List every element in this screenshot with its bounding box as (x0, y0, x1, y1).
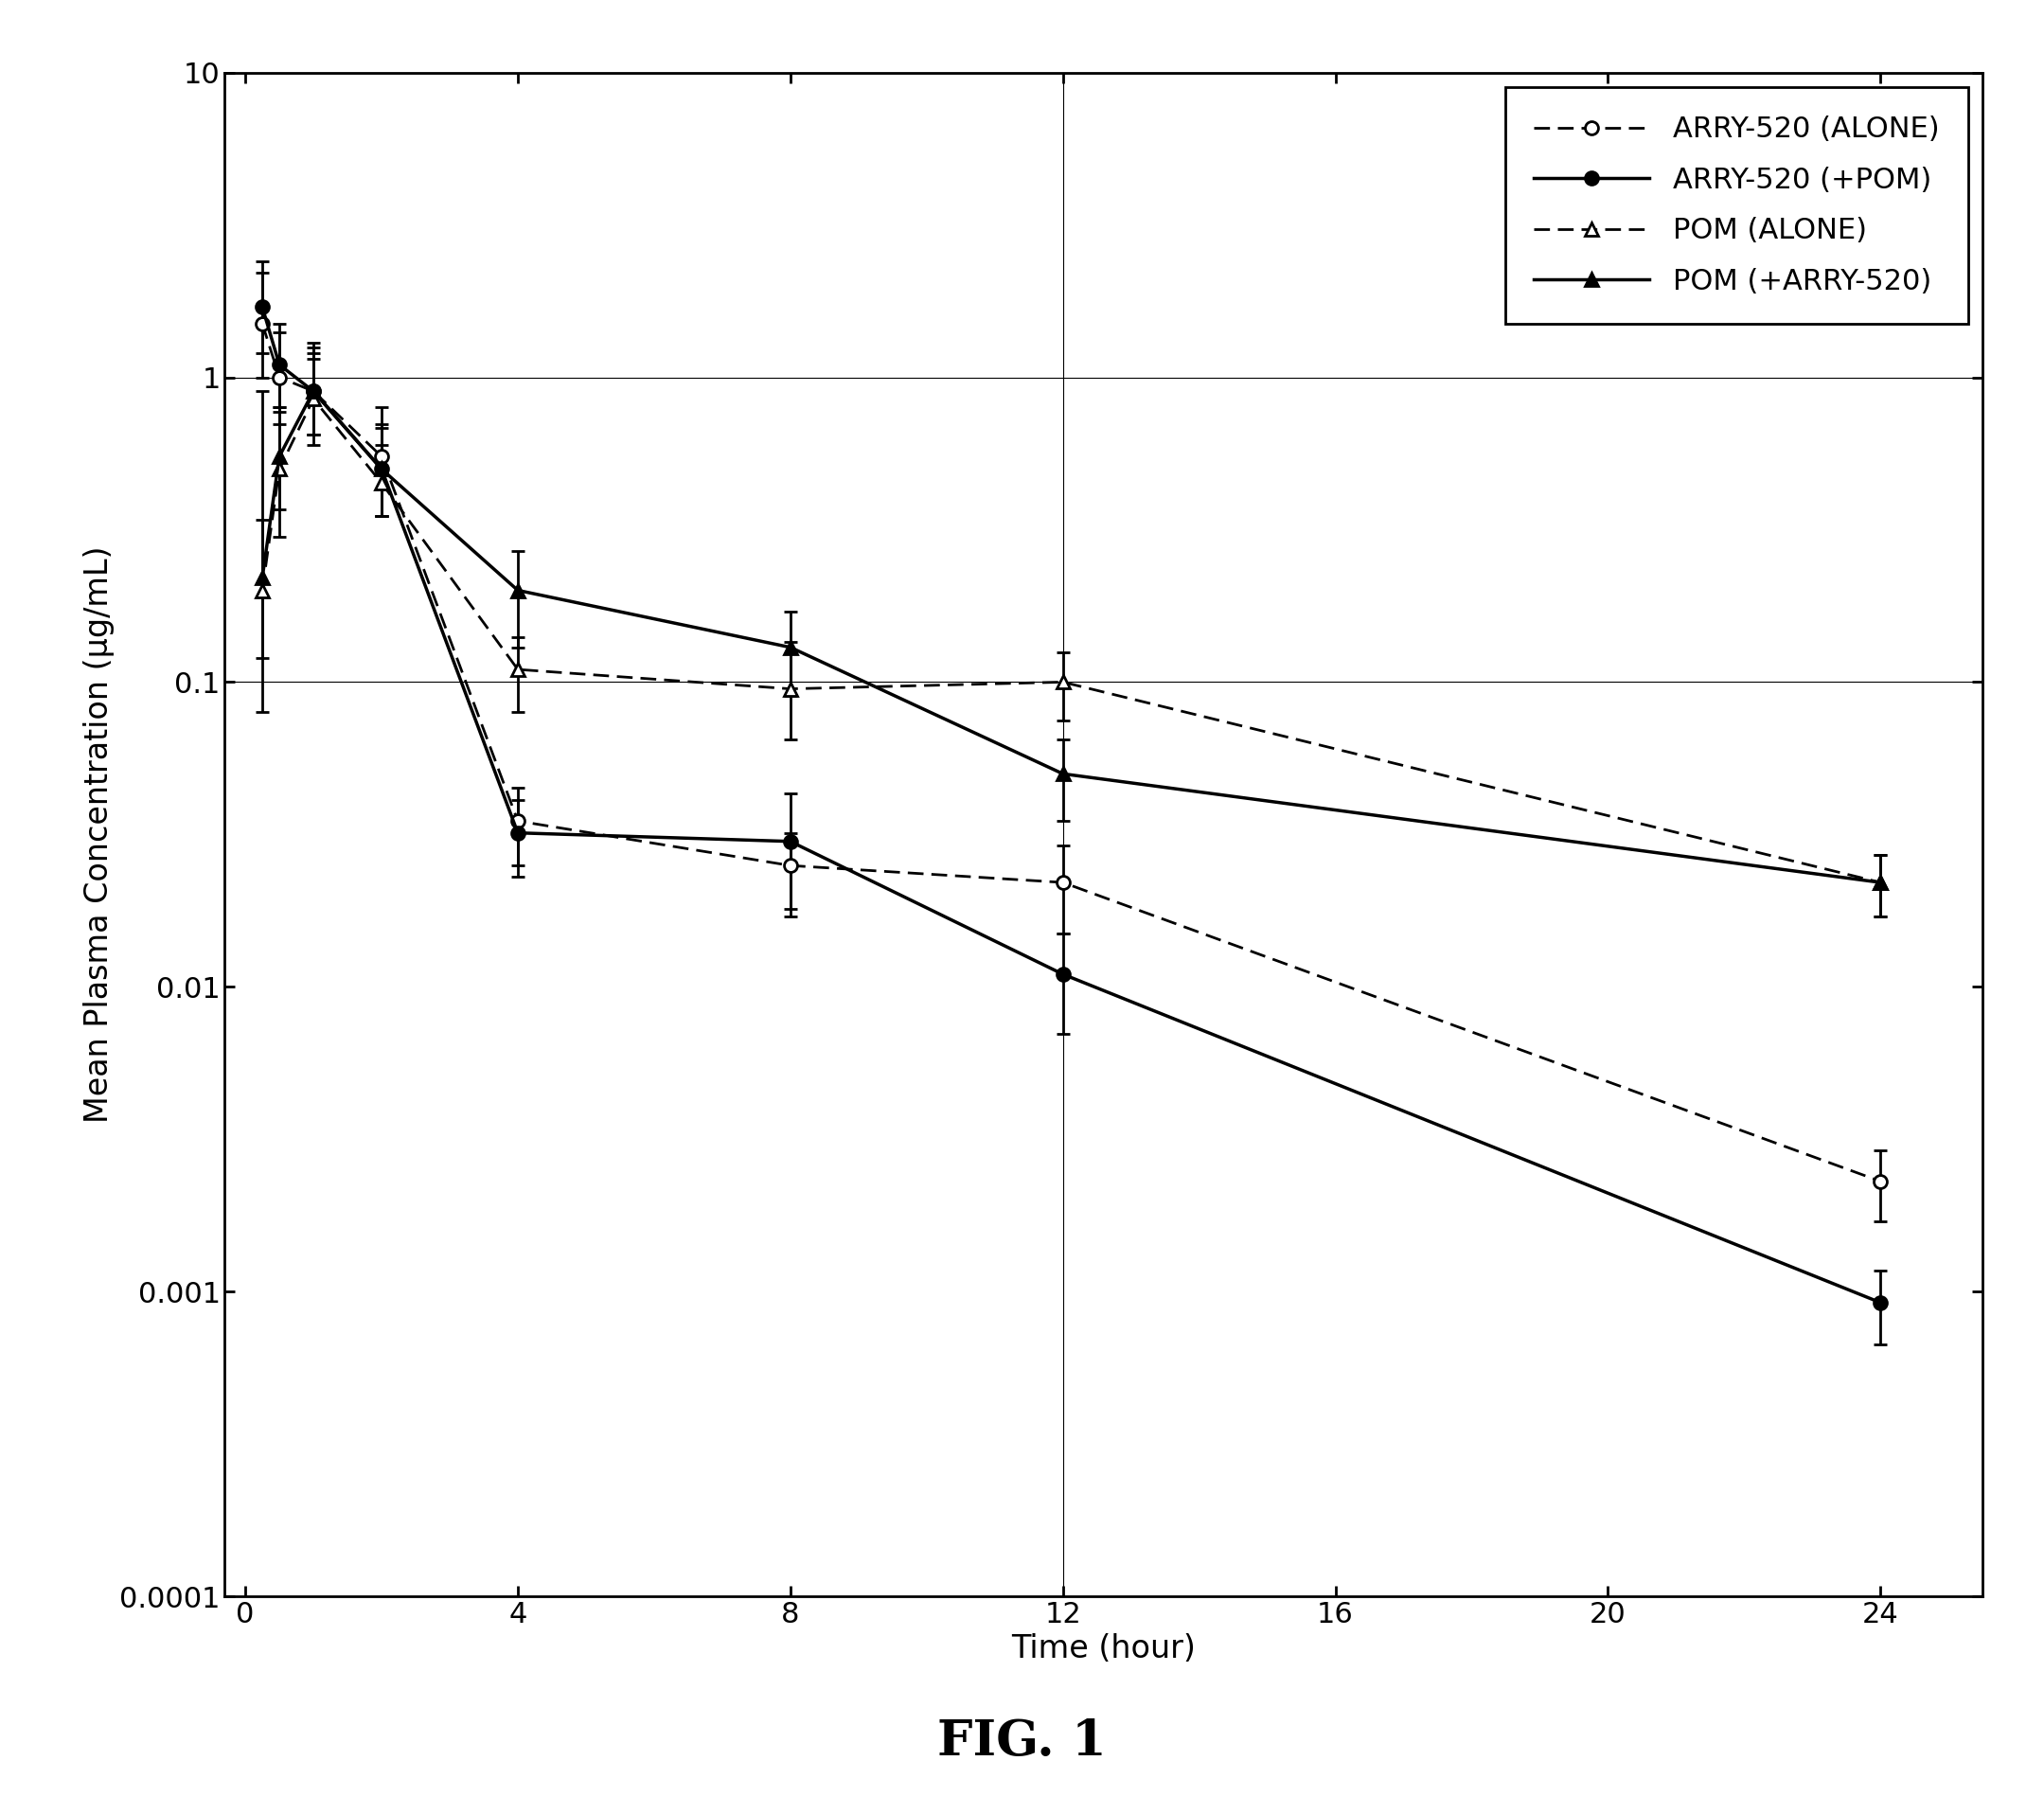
POM (ALONE) (249, 579, 274, 600)
ARRY-520 (+POM) (370, 459, 394, 481)
POM (ALONE) (505, 658, 529, 680)
ARRY-520 (+POM) (300, 381, 325, 403)
POM (+ARRY-520) (1051, 764, 1075, 785)
ARRY-520 (ALONE) (779, 854, 803, 876)
ARRY-520 (+POM) (779, 831, 803, 853)
POM (+ARRY-520) (505, 579, 529, 600)
POM (ALONE) (1868, 871, 1893, 892)
Y-axis label: Mean Plasma Concentration (μg/mL): Mean Plasma Concentration (μg/mL) (84, 546, 114, 1123)
POM (ALONE) (370, 472, 394, 493)
POM (+ARRY-520) (370, 459, 394, 481)
ARRY-520 (ALONE) (268, 366, 292, 388)
POM (ALONE) (1051, 671, 1075, 693)
ARRY-520 (ALONE) (1868, 1170, 1893, 1192)
ARRY-520 (ALONE) (505, 811, 529, 833)
Line: POM (+ARRY-520): POM (+ARRY-520) (256, 385, 1887, 889)
POM (+ARRY-520) (249, 566, 274, 588)
Line: ARRY-520 (ALONE): ARRY-520 (ALONE) (256, 317, 1887, 1188)
ARRY-520 (ALONE) (370, 446, 394, 468)
ARRY-520 (+POM) (249, 296, 274, 317)
ARRY-520 (ALONE) (249, 312, 274, 334)
POM (ALONE) (300, 388, 325, 410)
POM (+ARRY-520) (300, 381, 325, 403)
POM (ALONE) (268, 459, 292, 481)
ARRY-520 (+POM) (268, 354, 292, 375)
ARRY-520 (+POM) (1868, 1292, 1893, 1313)
POM (+ARRY-520) (779, 637, 803, 658)
Line: ARRY-520 (+POM): ARRY-520 (+POM) (256, 301, 1887, 1310)
Legend: ARRY-520 (ALONE), ARRY-520 (+POM), POM (ALONE), POM (+ARRY-520): ARRY-520 (ALONE), ARRY-520 (+POM), POM (… (1504, 87, 1968, 325)
Text: FIG. 1: FIG. 1 (938, 1718, 1106, 1765)
POM (+ARRY-520) (268, 446, 292, 468)
POM (ALONE) (779, 678, 803, 700)
ARRY-520 (ALONE) (300, 381, 325, 403)
ARRY-520 (+POM) (1051, 963, 1075, 985)
ARRY-520 (ALONE) (1051, 871, 1075, 892)
ARRY-520 (+POM) (505, 822, 529, 844)
POM (+ARRY-520) (1868, 871, 1893, 892)
X-axis label: Time (hour): Time (hour) (1012, 1634, 1196, 1665)
Line: POM (ALONE): POM (ALONE) (256, 392, 1887, 889)
